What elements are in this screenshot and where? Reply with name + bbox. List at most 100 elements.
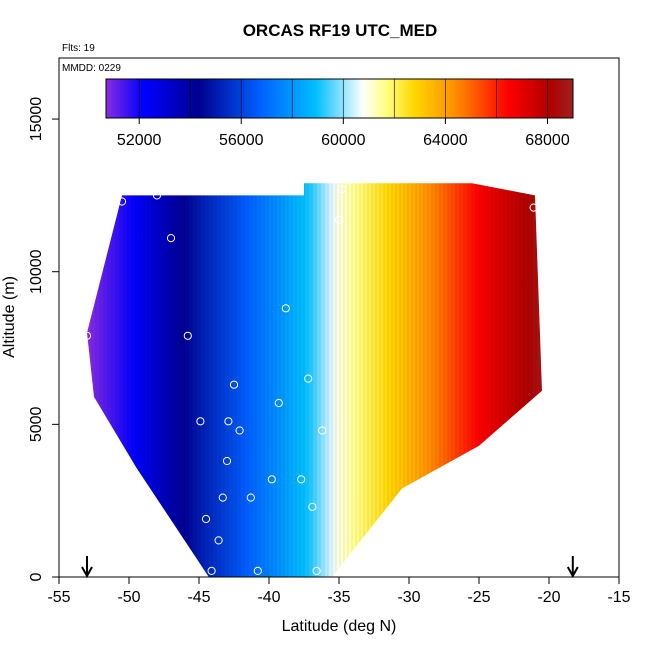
field-stripe — [307, 183, 309, 577]
field-stripe — [379, 183, 381, 577]
field-stripe — [291, 183, 293, 577]
observation-point — [166, 234, 176, 243]
field-stripe — [71, 58, 73, 577]
observation-point — [297, 475, 306, 484]
y-tick-label: 5000 — [28, 406, 45, 442]
field-stripe — [367, 183, 369, 577]
observation-point — [267, 475, 276, 484]
observation-point — [308, 502, 317, 511]
field-stripe — [195, 183, 197, 577]
field-stripe — [235, 183, 237, 577]
field-stripe — [467, 183, 469, 577]
x-tick-label: -55 — [47, 589, 70, 606]
field-stripe — [191, 183, 193, 577]
field-stripe — [95, 183, 97, 577]
field-stripe — [151, 183, 153, 577]
field-stripe — [355, 183, 357, 577]
observation-point — [318, 426, 327, 435]
field-stripe — [239, 183, 241, 577]
field-stripe — [199, 183, 201, 577]
field-stripe — [315, 183, 317, 577]
observation-point — [207, 566, 216, 576]
y-axis: 0 5000 10000 15000 — [28, 97, 59, 581]
field-stripe — [127, 183, 129, 577]
field-stripe — [443, 183, 445, 577]
arrow-marker — [566, 556, 579, 579]
field-stripe — [371, 183, 373, 577]
field-stripe — [91, 183, 93, 577]
y-tick-label: 0 — [28, 572, 45, 581]
observation-point — [312, 566, 321, 576]
field-stripe — [87, 183, 89, 577]
field-stripe — [139, 183, 141, 577]
field-stripe — [259, 183, 261, 577]
observation-point — [152, 191, 162, 200]
field-stripe — [231, 183, 233, 577]
field-stripe — [171, 183, 173, 577]
field-stripe — [83, 58, 85, 577]
field-stripe — [603, 58, 605, 577]
arrow-marker — [81, 556, 93, 579]
field-stripe — [187, 183, 189, 577]
field-stripe — [163, 183, 165, 577]
field-stripe — [415, 183, 417, 577]
mmdd-label: MMDD: 0229 — [62, 63, 121, 74]
field-stripe — [539, 183, 541, 577]
data-field — [87, 183, 542, 577]
observation-point — [246, 493, 255, 502]
x-tick-label: -40 — [257, 589, 280, 606]
field-stripe — [531, 183, 533, 577]
field-stripe — [251, 183, 253, 577]
field-stripe — [611, 58, 613, 577]
x-axis-label: Latitude (deg N) — [282, 618, 397, 635]
field-stripe — [175, 183, 177, 577]
field-stripe — [595, 58, 597, 577]
field-stripe — [115, 183, 117, 577]
field-stripe — [351, 183, 353, 577]
field-stripe — [211, 183, 213, 577]
field-stripe — [535, 183, 537, 577]
field-stripe — [423, 183, 425, 577]
field-stripe — [495, 183, 497, 577]
field-stripe — [407, 183, 409, 577]
colorbar-tick-label: 68000 — [525, 132, 570, 149]
field-stripe — [319, 183, 321, 577]
observation-point — [201, 514, 211, 524]
field-stripe — [327, 183, 329, 577]
observation-point — [253, 566, 262, 576]
observation-point — [529, 203, 538, 212]
field-stripe — [267, 183, 269, 577]
field-stripe — [283, 183, 285, 577]
field-stripe — [515, 183, 517, 577]
colorbar-ticks: 52000 56000 60000 64000 68000 — [117, 118, 570, 149]
observation-point — [224, 417, 233, 426]
observation-point — [235, 426, 244, 435]
x-tick-label: -35 — [327, 589, 350, 606]
field-stripe — [491, 183, 493, 577]
observation-point — [281, 304, 290, 313]
field-stripe — [587, 58, 589, 577]
observation-point — [82, 331, 92, 340]
colorbar-tick-label: 56000 — [219, 132, 264, 149]
field-stripe — [427, 183, 429, 577]
field-stripe — [615, 58, 617, 577]
field-stripe — [387, 183, 389, 577]
field-stripe — [527, 183, 529, 577]
field-stripe — [503, 183, 505, 577]
observation-point — [547, 362, 556, 371]
field-stripe — [279, 183, 281, 577]
field-stripe — [431, 183, 433, 577]
field-stripe — [295, 183, 297, 577]
field-stripe — [107, 183, 109, 577]
y-axis-label: Altitude (m) — [1, 276, 18, 358]
field-stripe — [135, 183, 137, 577]
colorbar-gridlines — [138, 79, 548, 118]
field-stripe — [599, 58, 601, 577]
field-stripe — [223, 183, 225, 577]
observation-point — [222, 456, 232, 466]
field-stripe — [147, 183, 149, 577]
field-stripe — [287, 183, 289, 577]
observation-points — [82, 185, 556, 576]
field-stripe — [119, 183, 121, 577]
field-stripe — [155, 183, 157, 577]
